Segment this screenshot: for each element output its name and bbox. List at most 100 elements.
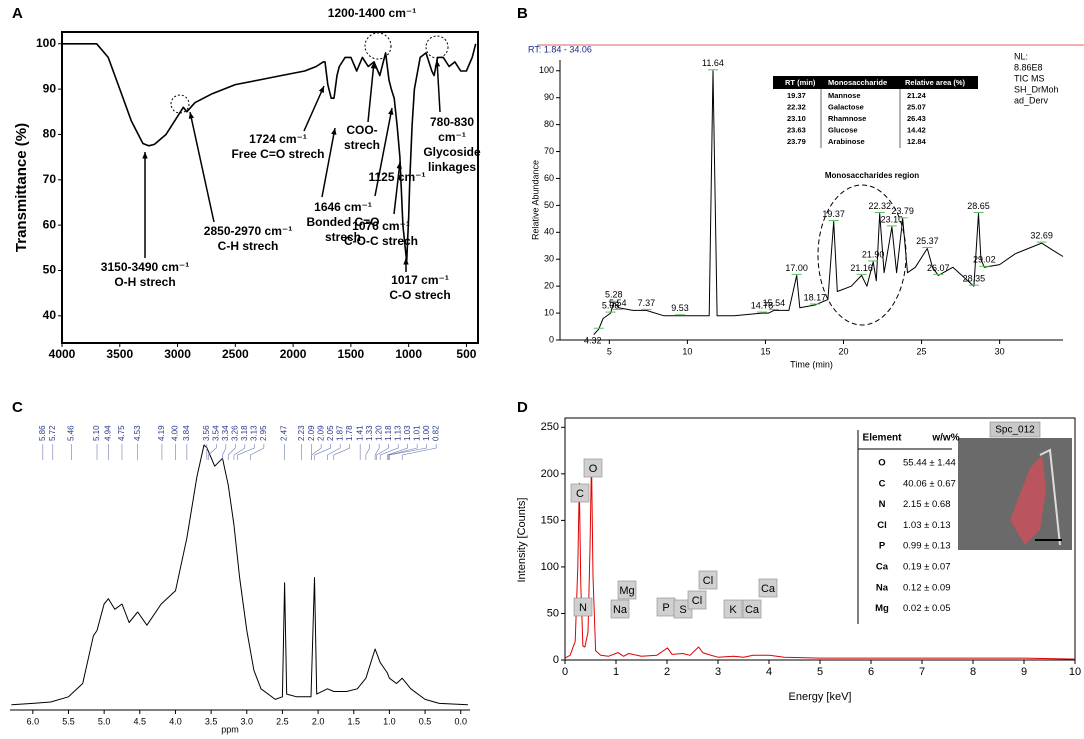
rt-range: RT: 1.84 - 34.06 <box>528 44 592 54</box>
annotation: strech <box>344 138 380 152</box>
element-box <box>617 580 637 600</box>
arrow-head <box>331 128 337 135</box>
annotation: C-O-C strech <box>344 234 418 248</box>
annotation: 3150-3490 cm⁻¹ <box>101 260 189 274</box>
x-tick-label: 5 <box>817 666 823 678</box>
y-axis-label: Intensity [Counts] <box>516 498 528 583</box>
x-tick-label: 6 <box>868 666 874 678</box>
y-tick-label: 10 <box>544 307 554 317</box>
info-line: SH_DrMoh <box>1014 84 1059 94</box>
table-cell: Na <box>876 582 889 593</box>
table-cell: 23.63 <box>787 125 806 134</box>
annotation-arrow <box>189 111 215 223</box>
y-tick-label: 60 <box>43 217 57 231</box>
arrow-head <box>188 112 195 119</box>
annotation: C-O strech <box>389 288 450 302</box>
x-tick-label: 0 <box>562 666 568 678</box>
panel-letter: A <box>12 5 23 22</box>
ch-circle <box>170 94 190 114</box>
annotation: COO- <box>346 123 377 137</box>
peak-label: 21.16 <box>850 263 873 273</box>
plot-frame <box>61 31 479 344</box>
y-tick-label: 70 <box>544 146 554 156</box>
table-cell: 55.44 ± 1.44 <box>903 458 956 469</box>
arrow-head <box>318 86 324 93</box>
table-cell: Galactose <box>828 102 864 111</box>
arrow-head <box>396 162 402 169</box>
element-box <box>742 599 762 619</box>
annotation: Bonded C=O <box>306 215 379 229</box>
peak-label: 29.02 <box>973 255 996 265</box>
peak-label: 1.01 <box>412 425 421 441</box>
x-tick-label: 1 <box>613 666 619 678</box>
x-tick-label: 1.0 <box>383 716 396 726</box>
peak-connector <box>333 444 350 460</box>
peak-label: 32.69 <box>1030 230 1053 240</box>
table-cell: 2.15 ± 0.68 <box>903 499 950 510</box>
y-axis-label: Transmittance (%) <box>13 123 30 252</box>
element-box <box>583 458 603 478</box>
annotation: 780-830 <box>430 115 474 129</box>
annotation: O-H strech <box>114 275 175 289</box>
peak-label: 1.03 <box>403 425 412 441</box>
peak-label: 17.00 <box>785 263 808 273</box>
table-cell: 0.12 ± 0.09 <box>903 582 950 593</box>
peak-label: 0.82 <box>431 425 440 441</box>
peak-label: 2.23 <box>297 425 306 441</box>
x-tick-label: 10 <box>1069 666 1081 678</box>
y-tick-label: 50 <box>547 607 559 619</box>
annotation: 1200-1400 cm⁻¹ <box>328 6 416 20</box>
peak-label: 5.72 <box>48 425 57 441</box>
peak-label: 14.78 <box>751 300 774 310</box>
peak-label: 5.28 <box>605 290 623 300</box>
peak-connector <box>314 444 331 460</box>
peak-label: 1.33 <box>365 425 374 441</box>
peak-label: 25.37 <box>916 236 939 246</box>
element-label: S <box>679 604 686 616</box>
peak-label: 4.94 <box>104 425 113 441</box>
peak-connector <box>376 444 389 460</box>
table-cell: Glucose <box>828 125 858 134</box>
x-tick-label: 2.5 <box>276 716 289 726</box>
peak-connector <box>207 444 217 460</box>
x-tick-label: 2.0 <box>312 716 325 726</box>
annotation: 1646 cm⁻¹ <box>314 200 372 214</box>
table-cell: 12.84 <box>907 137 927 146</box>
sem-edge <box>1039 448 1061 546</box>
x-tick-label: 500 <box>456 347 476 361</box>
y-tick-label: 90 <box>43 81 57 95</box>
x-tick-label: 3.5 <box>205 716 218 726</box>
info-line: 8.86E8 <box>1014 62 1043 72</box>
x-tick-label: 7 <box>919 666 925 678</box>
x-tick-label: 3500 <box>106 347 133 361</box>
y-tick-label: 80 <box>43 127 57 141</box>
table-cell: 14.42 <box>907 125 926 134</box>
element-label: K <box>729 604 737 616</box>
table-cell: Ca <box>876 562 889 573</box>
peak-label: 7.37 <box>638 298 656 308</box>
x-tick-label: 3000 <box>164 347 191 361</box>
sem-image <box>958 438 1072 550</box>
peak-connector <box>311 444 322 460</box>
y-tick-label: 80 <box>544 119 554 129</box>
x-tick-label: 8 <box>970 666 976 678</box>
x-tick-label: 1500 <box>338 347 365 361</box>
y-tick-label: 40 <box>43 308 57 322</box>
x-tick-label: 2000 <box>280 347 307 361</box>
y-tick-label: 100 <box>539 65 554 75</box>
peak-label: 5.46 <box>66 425 75 441</box>
image-label: Spc_012 <box>995 425 1035 436</box>
y-tick-label: 250 <box>541 421 559 433</box>
element-box <box>723 599 743 619</box>
x-tick-label: 5.0 <box>98 716 111 726</box>
x-tick-label: 1.5 <box>347 716 360 726</box>
arrow-head <box>434 60 441 67</box>
annotation: linkages <box>428 160 476 174</box>
table-cell: 0.02 ± 0.05 <box>903 603 950 614</box>
y-tick-label: 90 <box>544 92 554 102</box>
x-tick-label: 6.0 <box>27 716 40 726</box>
peak-label: 15.54 <box>763 298 786 308</box>
x-tick-label: 1000 <box>395 347 422 361</box>
x-axis-label: Energy [keV] <box>789 691 852 703</box>
y-tick-label: 50 <box>43 263 57 277</box>
